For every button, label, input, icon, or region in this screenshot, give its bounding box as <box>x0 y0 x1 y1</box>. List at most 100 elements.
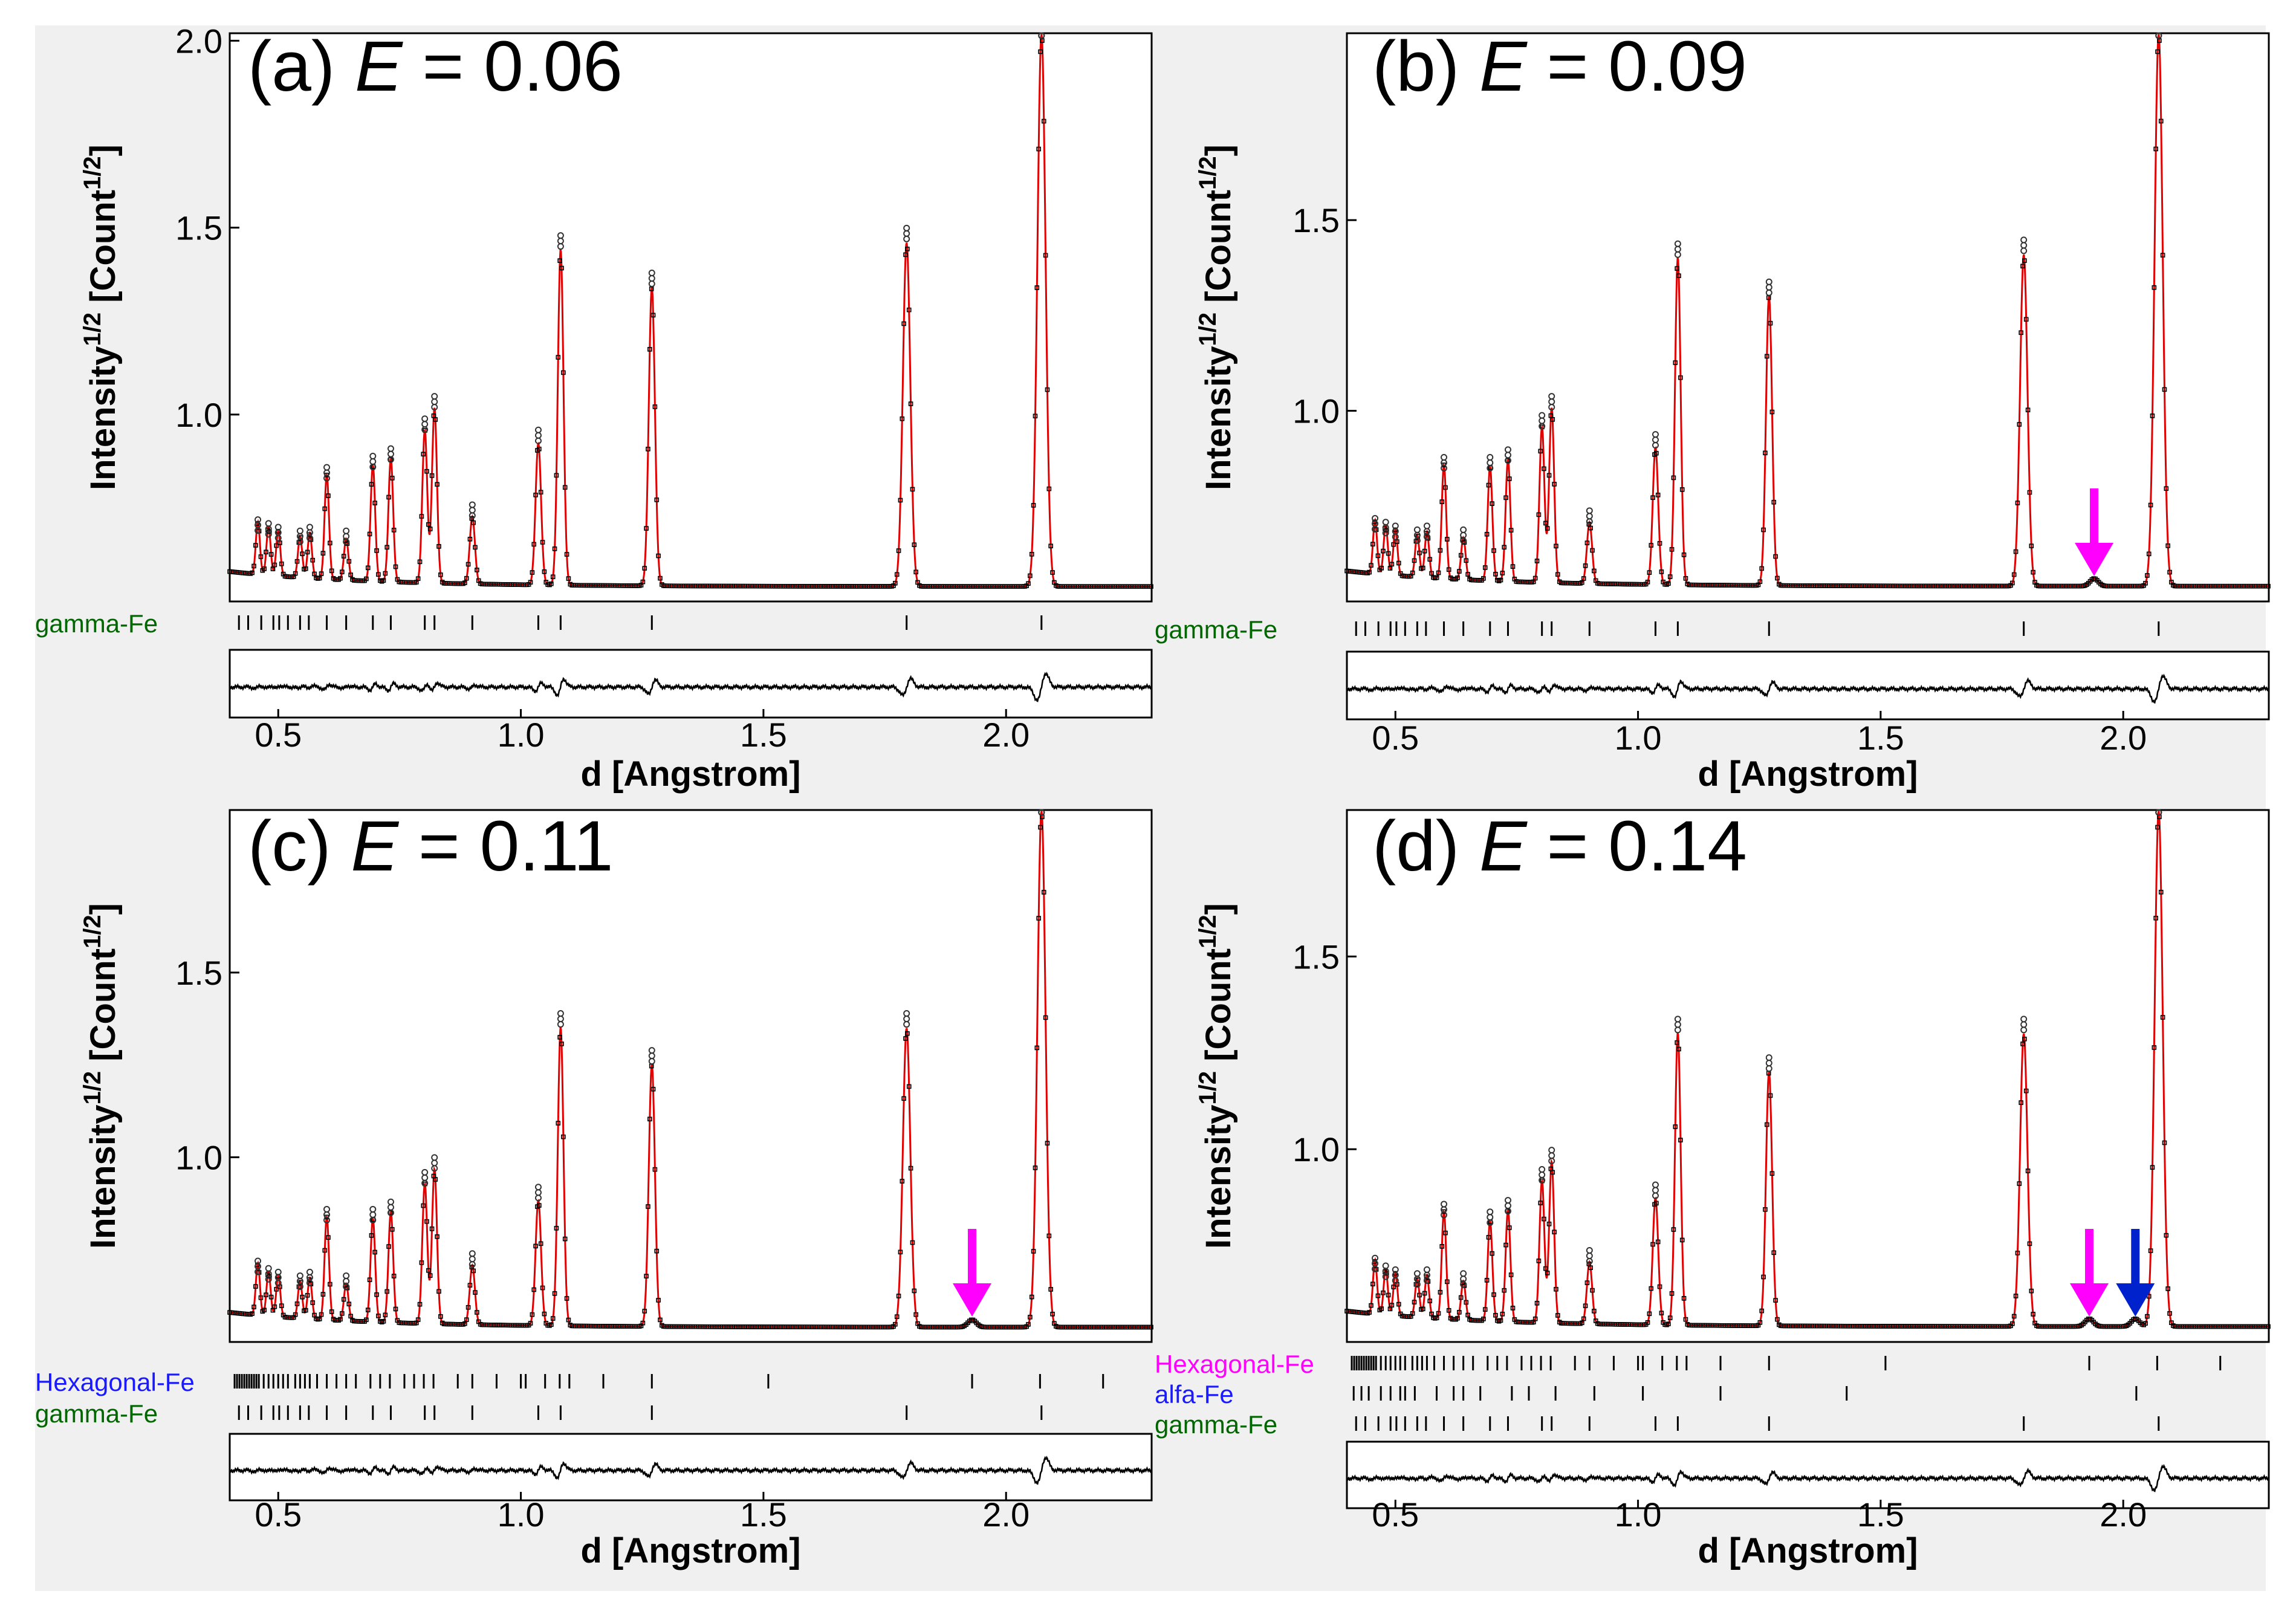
panel-title: (c) E = 0.11 <box>248 806 613 886</box>
observed-point <box>1457 569 1462 574</box>
observed-point <box>1033 413 1038 419</box>
observed-point <box>438 1314 443 1319</box>
observed-point <box>1417 1292 1422 1298</box>
y-axis-label: Intensity1/2 [Count1/2] <box>79 144 123 490</box>
observed-point <box>427 1273 433 1278</box>
observed-point <box>1554 1286 1558 1292</box>
observed-point <box>1464 558 1469 563</box>
panel-title-prefix: (b) <box>1372 27 1479 106</box>
observed-point <box>1667 574 1673 579</box>
y-axis-label-end: ] <box>1199 903 1238 915</box>
arrow-magenta-shaft <box>2090 488 2099 549</box>
observed-point <box>427 527 433 531</box>
observed-point <box>1773 1298 1778 1303</box>
observed-point <box>294 1301 300 1306</box>
observed-point <box>1367 569 1372 575</box>
observed-point <box>1773 554 1778 559</box>
observed-point <box>1379 566 1384 571</box>
peak-marker <box>903 1010 910 1017</box>
panel-title-value: = 0.09 <box>1527 27 1747 106</box>
observed-point <box>1503 495 1508 501</box>
peak-marker <box>323 1205 331 1213</box>
observed-point <box>1034 285 1040 290</box>
observed-point <box>2148 1248 2153 1253</box>
x-tick-label: 2.0 <box>982 716 1030 754</box>
observed-point <box>1491 1292 1496 1297</box>
residual-area <box>1346 1440 2270 1509</box>
peak-marker <box>1392 1266 1399 1273</box>
observed-point <box>562 485 568 490</box>
observed-point <box>419 514 424 519</box>
observed-point <box>1028 573 1033 578</box>
observed-point <box>1534 559 1540 563</box>
observed-point <box>2160 1015 2165 1020</box>
observed-point <box>540 1285 545 1291</box>
peak-marker <box>265 520 272 527</box>
observed-point <box>2027 490 2032 495</box>
observed-point <box>421 1203 426 1208</box>
x-tick-label: 0.5 <box>1372 719 1419 757</box>
observed-point <box>2266 1324 2271 1329</box>
observed-point <box>326 493 331 498</box>
observed-point <box>303 1308 308 1313</box>
observed-point <box>538 1241 543 1246</box>
observed-point <box>424 1219 429 1224</box>
observed-point <box>1443 1230 1448 1236</box>
observed-point <box>1584 540 1590 545</box>
observed-point <box>374 548 379 553</box>
observed-point <box>1768 320 1773 326</box>
observed-point <box>1043 253 1048 258</box>
observed-point <box>1765 1122 1769 1127</box>
observed-point <box>346 1301 352 1307</box>
observed-point <box>1041 890 1046 895</box>
peak-marker <box>1652 431 1659 438</box>
reflection-row-gamma-Fe <box>1355 1416 2160 1431</box>
observed-point <box>320 1292 326 1297</box>
observed-point <box>910 1240 915 1245</box>
observed-point <box>1765 354 1769 359</box>
observed-point <box>647 347 652 352</box>
observed-point <box>2010 1321 2015 1326</box>
observed-point <box>300 551 305 557</box>
observed-point <box>658 1317 663 1323</box>
observed-point <box>2164 486 2169 491</box>
peak-marker <box>557 1010 564 1017</box>
observed-point <box>2019 1100 2023 1105</box>
observed-point <box>1775 575 1780 581</box>
x-tick-label: 0.5 <box>255 1495 302 1534</box>
peak-marker <box>1382 519 1389 526</box>
observed-point <box>893 580 898 586</box>
peak-marker <box>431 393 438 400</box>
panel-title-var: E <box>1479 27 1528 106</box>
observed-point <box>1481 1317 1486 1321</box>
observed-point <box>310 557 316 563</box>
peak-marker <box>903 224 910 232</box>
observed-point <box>1490 501 1494 506</box>
observed-point <box>1375 553 1381 559</box>
x-axis-label: d [Angstrom] <box>1698 1531 1918 1570</box>
observed-point <box>475 1310 479 1315</box>
observed-point <box>2011 572 2017 577</box>
arrow-magenta-head <box>2075 543 2114 576</box>
observed-point <box>258 554 264 559</box>
observed-point <box>1761 1274 1766 1280</box>
observed-point <box>1659 1311 1664 1315</box>
y-axis-label-unit: [Count <box>1199 948 1238 1071</box>
observed-point <box>1581 576 1586 581</box>
phase-label: alfa-Fe <box>1155 1380 1234 1408</box>
observed-point <box>1498 1318 1503 1323</box>
peak-marker <box>421 1168 429 1176</box>
observed-point <box>1768 1093 1773 1098</box>
observed-point <box>1421 1306 1425 1312</box>
observed-point <box>1046 486 1052 491</box>
observed-point <box>640 1320 646 1326</box>
observed-point <box>654 1248 660 1254</box>
observed-points <box>227 814 1153 1330</box>
observed-point <box>654 497 660 502</box>
observed-point <box>912 1288 917 1294</box>
observed-point <box>386 1244 391 1249</box>
observed-point <box>559 1042 564 1046</box>
observed-point <box>530 570 535 575</box>
observed-point <box>1543 520 1548 526</box>
observed-point <box>1545 1271 1550 1275</box>
